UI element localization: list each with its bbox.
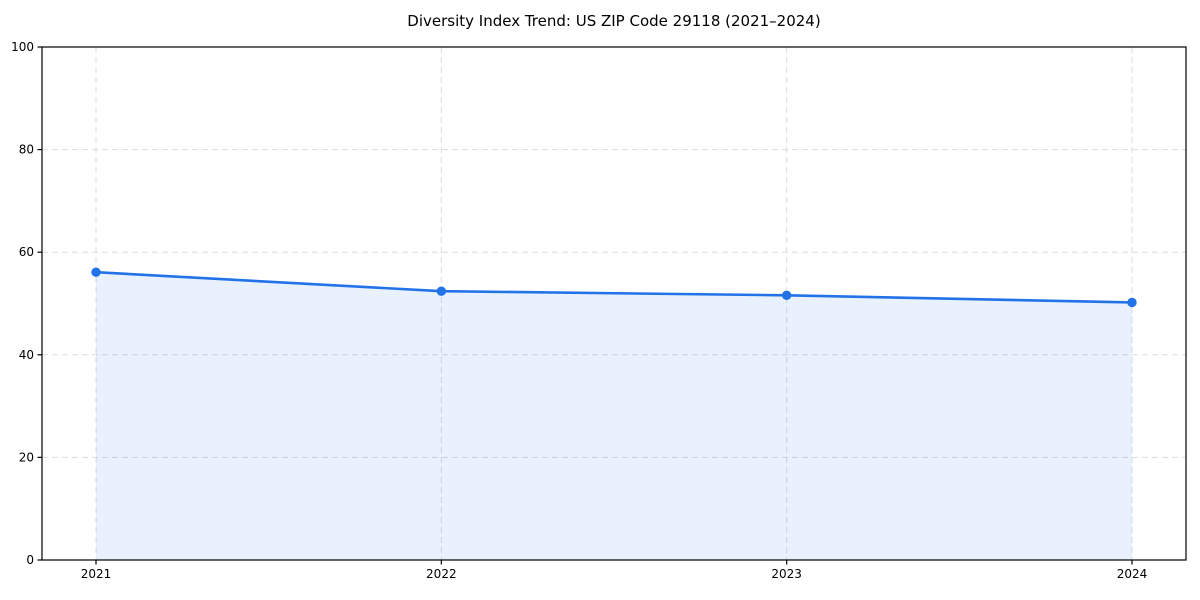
chart-title: Diversity Index Trend: US ZIP Code 29118… xyxy=(407,12,821,30)
y-tick-label: 60 xyxy=(19,245,34,259)
y-tick-label: 0 xyxy=(26,553,34,567)
y-tick-label: 40 xyxy=(19,348,34,362)
data-point-marker xyxy=(1127,297,1137,308)
data-point-marker xyxy=(91,267,101,277)
trend-area-fill xyxy=(96,272,1132,560)
data-point-marker xyxy=(781,290,792,300)
y-tick-label: 20 xyxy=(19,450,34,464)
y-tick-label: 80 xyxy=(19,143,34,157)
data-point-marker xyxy=(436,286,447,296)
x-tick-label: 2022 xyxy=(426,567,457,581)
trend-line xyxy=(94,270,1134,304)
axes-border xyxy=(41,46,1187,561)
plot-background xyxy=(42,47,1186,560)
x-tick-label: 2021 xyxy=(81,567,112,581)
x-tick-label: 2023 xyxy=(771,567,802,581)
y-tick-label: 100 xyxy=(11,40,34,54)
x-tick-label: 2024 xyxy=(1117,567,1148,581)
